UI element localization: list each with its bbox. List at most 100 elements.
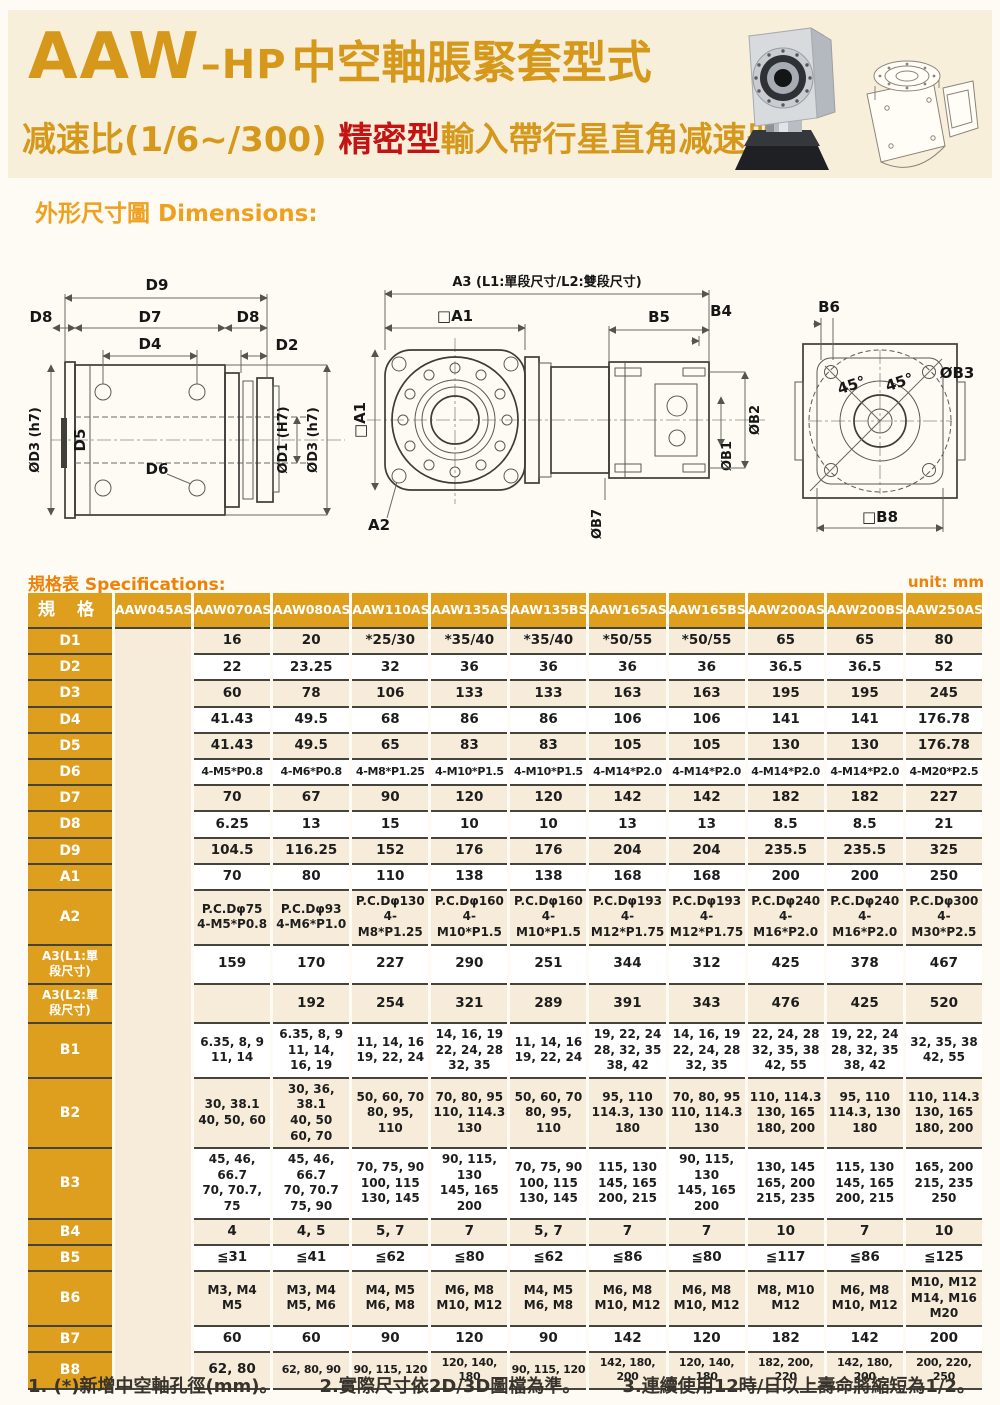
spec-cell: 120 — [431, 786, 508, 813]
subtitle-tail: 輸入帶行星直角减速器 — [440, 120, 781, 160]
dim-label-b5: B5 — [648, 308, 670, 326]
spec-cell: 200 — [747, 864, 824, 891]
row-label: A1 — [28, 864, 112, 891]
spec-cell: ≦86 — [589, 1245, 666, 1272]
spec-cell: 90, 115, 120 — [352, 1352, 429, 1390]
spec-cell: 36 — [510, 655, 587, 682]
spec-cell: M4, M5 M6, M8 — [510, 1271, 587, 1327]
spec-cell: 130 — [826, 733, 903, 760]
spec-cell: 120, 140, 180 — [668, 1352, 745, 1390]
spec-cell: 32 — [352, 655, 429, 682]
row-label: D6 — [28, 759, 112, 787]
spec-cell: M6, M8 M10, M12 — [668, 1271, 745, 1327]
row-label: D8 — [28, 812, 112, 839]
spec-cell: 62, 80 — [194, 1352, 271, 1390]
spec-cell: 45, 46, 66.7 70, 70.7 75, 90 — [273, 1149, 350, 1220]
dim-label-b4: B4 — [710, 302, 732, 320]
spec-cell: 250 — [905, 864, 982, 891]
spec-cell: 200, 220, 250 — [905, 1352, 982, 1390]
spec-cell: 67 — [273, 786, 350, 813]
row-label: B7 — [28, 1326, 112, 1353]
spec-cell: 90, 115, 130 145, 165 200 — [668, 1149, 745, 1220]
spec-cell: 50, 60, 70 80, 95, 110 — [510, 1078, 587, 1150]
footnote-3: 3.連續使用12時/日以上壽命將縮短為1/2。 — [622, 1376, 975, 1397]
row-label: B3 — [28, 1149, 112, 1220]
column-header-AAW250AS: AAW250AS — [905, 593, 983, 629]
spec-cell: 170 — [273, 945, 350, 985]
product-images — [735, 27, 979, 170]
row-label: B4 — [28, 1219, 112, 1246]
spec-cell: 7 — [431, 1219, 508, 1246]
footnote-1: 1. (*)新增中空軸孔徑(mm)。 — [28, 1376, 278, 1397]
spec-cell: 168 — [589, 864, 666, 891]
spec-cell: 14, 16, 19 22, 24, 28 32, 35 — [431, 1024, 508, 1079]
spec-cell: *35/40 — [431, 629, 508, 656]
spec-cell: 344 — [589, 945, 666, 985]
spec-cell: P.C.Dφ93 4-M6*P1.0 — [273, 890, 350, 946]
spec-cell: 142, 180, 200 — [826, 1352, 903, 1390]
spec-cell: *50/55 — [589, 629, 666, 656]
spec-cell: 6.35, 8, 9 11, 14, 16, 19 — [273, 1024, 350, 1079]
spec-cell: 133 — [510, 681, 587, 708]
spec-cell: 200 — [905, 1326, 982, 1353]
spec-cell: P.C.Dφ75 4-M5*P0.8 — [194, 890, 271, 946]
spec-cell: 41.43 — [194, 733, 271, 760]
dim-label-od3-right: ØD3 (h7) — [306, 407, 321, 473]
spec-cell: 36 — [668, 655, 745, 682]
spec-cell: 192 — [273, 984, 350, 1025]
spec-cell: ≦86 — [826, 1245, 903, 1272]
dim-label-d8-right: D8 — [237, 308, 260, 326]
spec-cell — [194, 984, 271, 1025]
spec-row-B3: B3 45, 46, 66.7 70, 70.7, 75 45, 46, 66.7 … — [28, 1149, 982, 1220]
spec-cell: 476 — [747, 984, 824, 1025]
spec-cell: 4-M14*P2.0 — [589, 759, 666, 787]
spec-cell: 4 — [194, 1219, 271, 1246]
spec-cell: 13 — [273, 812, 350, 839]
spec-cell: *50/55 — [668, 629, 745, 656]
spec-cell: 20 — [273, 629, 350, 656]
spec-cell: 182 — [747, 1326, 824, 1353]
spec-cell: 78 — [273, 681, 350, 708]
spec-cell: 142 — [826, 1326, 903, 1353]
spec-cell: 4-M8*P1.25 — [352, 759, 429, 787]
unit-label: unit: mm — [907, 573, 984, 591]
spec-cell: 133 — [431, 681, 508, 708]
spec-cell: 159 — [194, 945, 271, 985]
page-title: AAW–HP 中空軸脹緊套型式 — [28, 20, 652, 94]
spec-cell: 70, 80, 95 110, 114.3 130 — [431, 1078, 508, 1150]
spec-cell: 141 — [826, 707, 903, 734]
spec-cell: 4-M14*P2.0 — [747, 759, 824, 787]
spec-cell: 138 — [431, 864, 508, 891]
dimensions-heading: 外形尺寸圖 Dimensions: — [35, 201, 318, 227]
spec-cell: 520 — [905, 984, 982, 1025]
spec-cell: 163 — [668, 681, 745, 708]
side-view-drawing: D9 D8 D7 D8 D4 D2 ØD3 (h7) D5 D6 ØD1 (H7… — [28, 276, 345, 519]
spec-cell: ≦80 — [431, 1245, 508, 1272]
spec-cell: 289 — [510, 984, 587, 1025]
spec-cell: 176 — [510, 838, 587, 865]
spec-cell: 182, 200, 220 — [747, 1352, 824, 1390]
spec-cell: 83 — [431, 733, 508, 760]
spec-cell: 115, 130 145, 165 200, 215 — [826, 1149, 903, 1220]
dim-label-b8: □B8 — [862, 508, 898, 526]
spec-cell: 321 — [431, 984, 508, 1025]
spec-cell: 4-M5*P0.8 — [194, 759, 271, 787]
dim-label-ob2: ØB2 — [748, 405, 763, 435]
spec-row-B6: B6 M3, M4 M5 M3, M4 M5, M6 M4, M5 M6, M8 M6,… — [28, 1271, 982, 1327]
spec-cell: 49.5 — [273, 707, 350, 734]
spec-row-B5: B5 ≦31 ≦41 ≦62 ≦80 ≦62 ≦86 ≦80 ≦117 ≦86 ≦125 — [28, 1245, 982, 1272]
spec-cell: 23.25 — [273, 655, 350, 682]
spec-cell: 142 — [668, 786, 745, 813]
dim-label-od1: ØD1 (H7) — [276, 406, 291, 473]
table-header-row: 規 格 AAW045AS AAW070AS AAW080AS AAW110AS AAW13… — [28, 593, 983, 629]
spec-cell: 14, 16, 19 22, 24, 28 32, 35 — [668, 1024, 745, 1079]
column-header-AAW165BS: AAW165BS — [668, 593, 746, 629]
spec-cell: M3, M4 M5, M6 — [273, 1271, 350, 1327]
spec-row-A1: A1 70 80 110 138 138 168 168 200 200 250 — [28, 864, 982, 891]
spec-cell: 251 — [510, 945, 587, 985]
spec-cell: 176.78 — [905, 733, 982, 760]
spec-cell: ≦62 — [510, 1245, 587, 1272]
spec-row-A2: A2 P.C.Dφ75 4-M5*P0.8 P.C.Dφ93 4-M6*P1.0 P.… — [28, 890, 982, 946]
spec-cell: M4, M5 M6, M8 — [352, 1271, 429, 1327]
product-photo-gearbox — [735, 27, 836, 170]
